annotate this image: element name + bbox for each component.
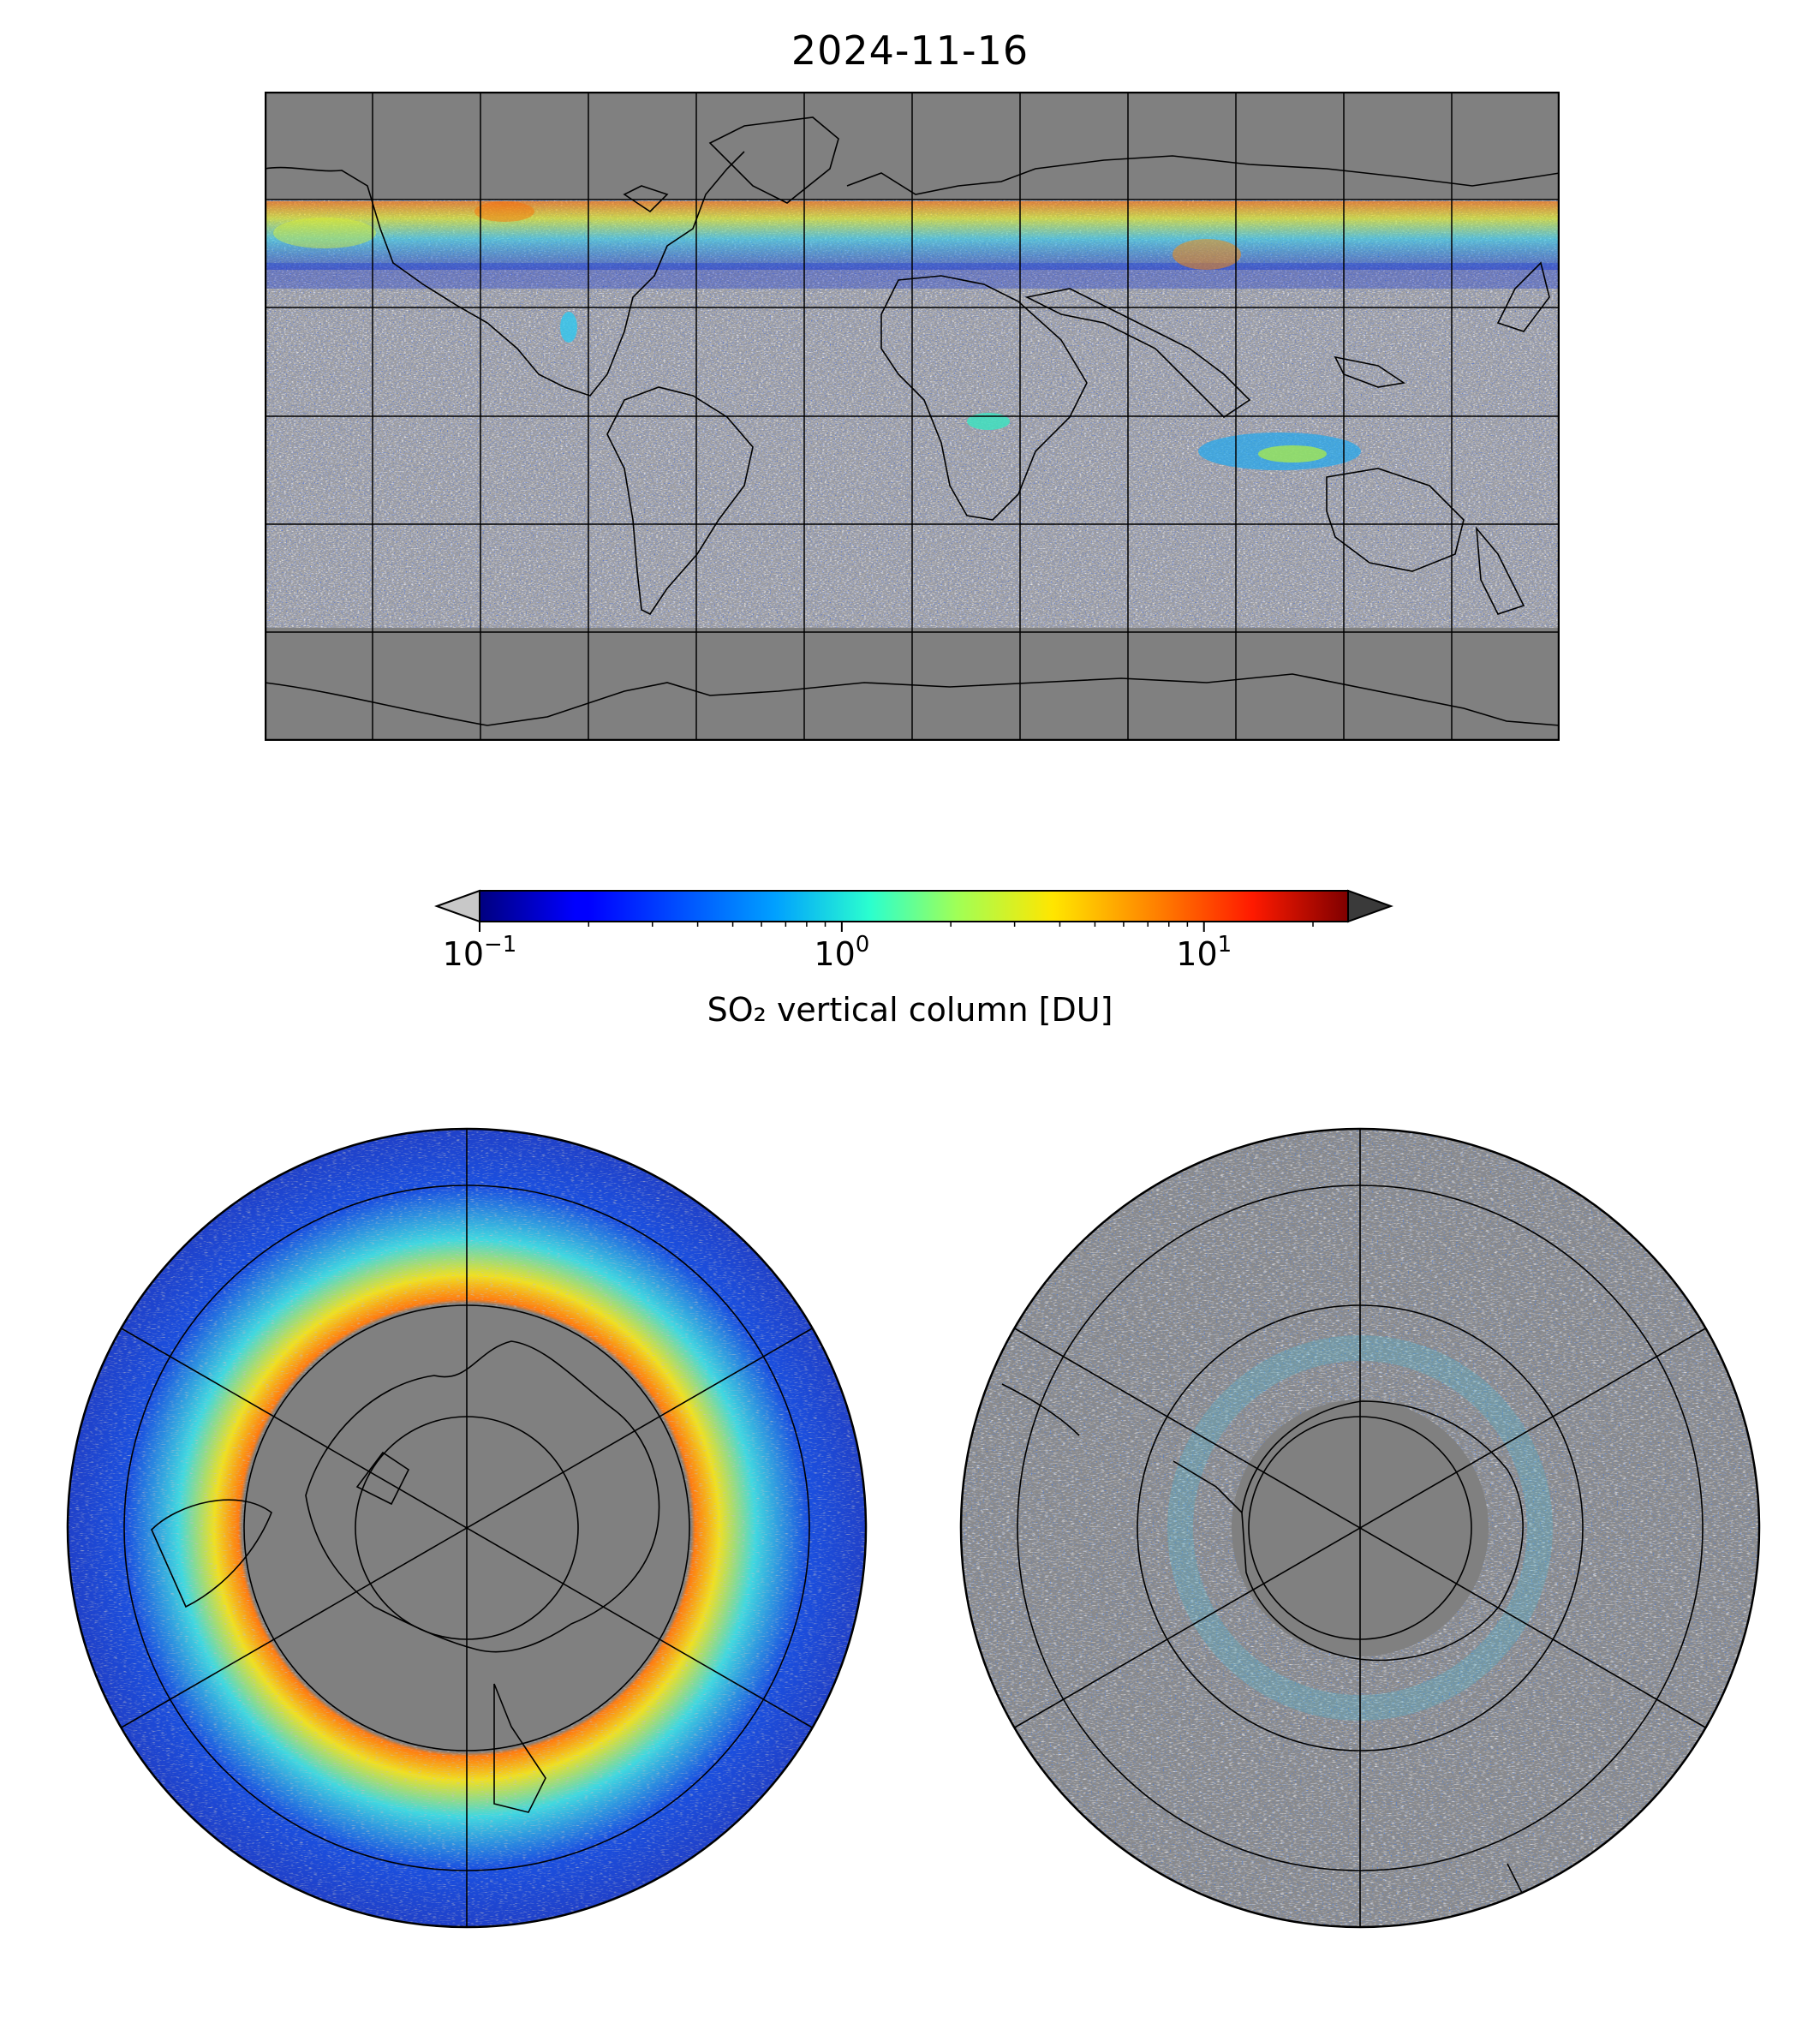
figure-title: 2024-11-16	[791, 27, 1029, 74]
colorbar-minor-ticks	[588, 922, 1314, 927]
colorbar-tick-label: 100	[814, 932, 869, 973]
colorbar-tick-label: 10−1	[443, 932, 517, 973]
south-polar-map	[959, 1127, 1761, 1929]
colorbar: 10−1 100 101	[434, 889, 1393, 973]
hotspot-central-africa	[967, 413, 1010, 430]
colorbar-major-ticks: 10−1 100 101	[443, 922, 1232, 973]
hotspot-mexico	[560, 312, 577, 343]
south-graticule	[1012, 1129, 1708, 1927]
graticule	[265, 92, 1560, 741]
north-polar-map	[66, 1127, 868, 1929]
colorbar-tick-label: 101	[1176, 932, 1232, 973]
north-graticule	[119, 1129, 815, 1927]
colorbar-over-extension	[1347, 889, 1393, 923]
colorbar-under-extension	[434, 889, 480, 923]
coastlines	[265, 116, 1560, 726]
global-map	[265, 92, 1560, 741]
colorbar-label: SO₂ vertical column [DU]	[707, 991, 1113, 1029]
map-frame	[265, 92, 1560, 741]
colorbar-gradient	[479, 890, 1349, 922]
